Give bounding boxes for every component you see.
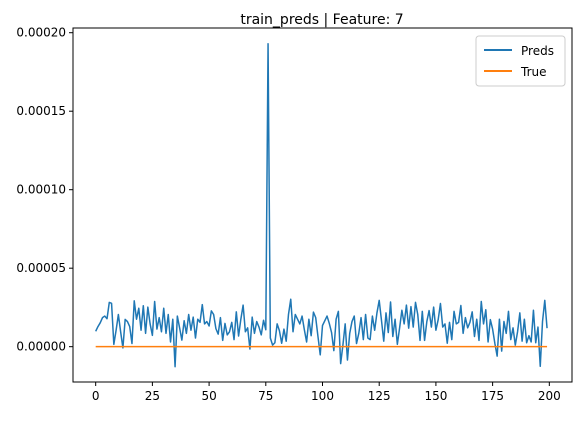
x-tick-label: 75: [258, 389, 273, 403]
series-line-preds: [95, 42, 548, 368]
legend: Preds True: [475, 35, 566, 87]
x-tick-label: 175: [481, 389, 504, 403]
legend-label-true: True: [520, 65, 547, 79]
y-tick-label: 0.00020: [16, 26, 66, 40]
x-tick-label: 25: [145, 389, 160, 403]
y-tick-label: 0.00005: [16, 261, 66, 275]
y-tick-label: 0.00015: [16, 104, 66, 118]
x-tick-label: 150: [424, 389, 447, 403]
chart-title: train_preds | Feature: 7: [240, 12, 403, 28]
x-tick-label: 0: [92, 389, 100, 403]
y-tick-label: 0.00010: [16, 183, 66, 197]
x-tick-label: 125: [368, 389, 391, 403]
y-tick-label: 0.00000: [16, 340, 66, 354]
x-tick-label: 50: [201, 389, 216, 403]
legend-label-preds: Preds: [521, 44, 554, 58]
x-tick-label: 100: [311, 389, 334, 403]
x-tick-label: 200: [538, 389, 561, 403]
plot-area: [95, 42, 548, 368]
legend-box: [475, 35, 566, 87]
